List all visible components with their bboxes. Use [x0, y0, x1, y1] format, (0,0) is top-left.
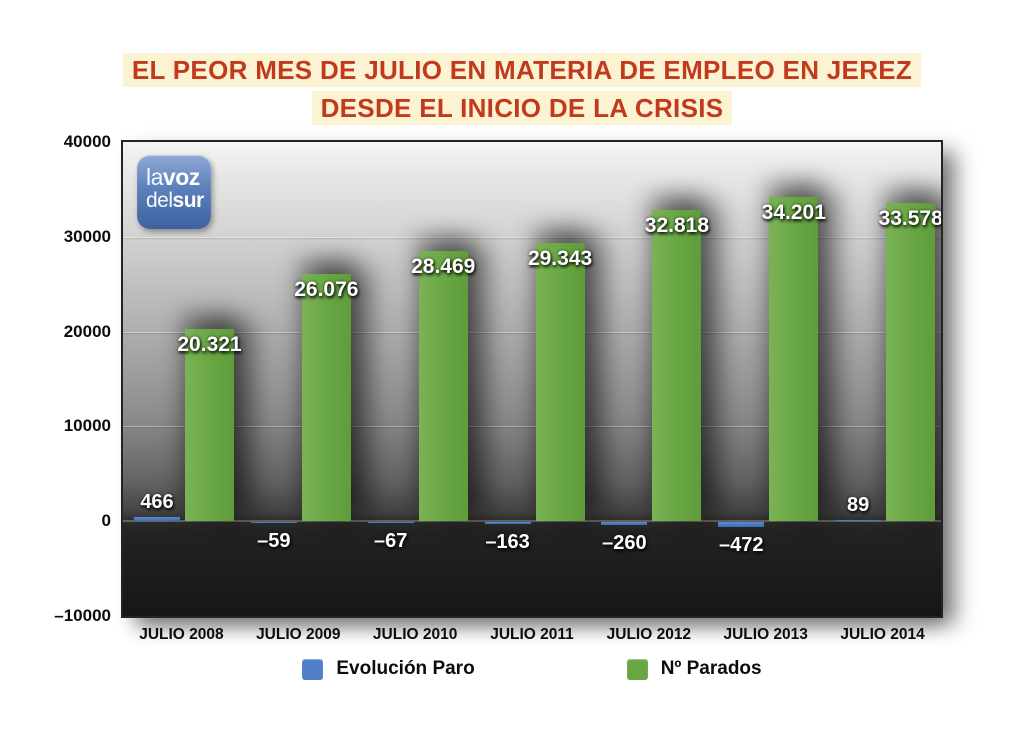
x-axis-label-julio-2014: JULIO 2014 — [840, 626, 925, 643]
evolucion-paro-bar-julio-2008 — [134, 516, 180, 522]
plot-canvas: 466 20.321 –59 26.076 –67 28.469 –163 29.343 –26… — [123, 142, 941, 616]
y-axis-label-10000: 10000 — [63, 416, 111, 436]
evolucion-paro-value-julio-2009: –59 — [257, 530, 291, 553]
gridline-20000 — [123, 331, 941, 333]
parados-value-julio-2008: 20.321 — [177, 332, 242, 356]
x-axis-label-julio-2013: JULIO 2013 — [723, 626, 808, 643]
legend-swatch — [302, 658, 324, 680]
parados-value-julio-2014: 33.578 — [878, 206, 941, 230]
logo-line-bottom: delsur — [146, 189, 204, 212]
evolucion-paro-value-julio-2010: –67 — [374, 530, 408, 553]
y-axis-label-40000: 40000 — [63, 132, 111, 151]
legend-item-n-parados: Nº Parados — [626, 658, 762, 680]
logo-line-top: lavoz — [146, 164, 200, 190]
y-axis-label--10000: –10000 — [54, 606, 111, 625]
gridline-10000 — [123, 426, 941, 428]
evolucion-paro-bar-julio-2011 — [484, 522, 531, 524]
y-axis-label-30000: 30000 — [63, 226, 111, 246]
evolucion-paro-bar-julio-2010 — [367, 522, 414, 524]
evolucion-paro-value-julio-2012: –260 — [602, 531, 647, 554]
plot-area: 466 20.321 –59 26.076 –67 28.469 –163 29.343 –26… — [121, 140, 943, 618]
zero-axis-line — [123, 520, 941, 523]
legend: Evolución Paro Nº Parados — [121, 658, 943, 680]
parados-value-julio-2013: 34.201 — [761, 200, 826, 224]
evolucion-paro-value-julio-2014: 89 — [847, 494, 870, 517]
parados-value-julio-2010: 28.469 — [411, 255, 476, 279]
evolucion-paro-value-julio-2011: –163 — [485, 530, 530, 553]
evolucion-paro-bar-julio-2013 — [718, 522, 765, 527]
evolucion-paro-bar-julio-2012 — [601, 522, 648, 525]
evolucion-paro-value-julio-2008: 466 — [140, 490, 174, 513]
y-axis-label-20000: 20000 — [63, 321, 111, 341]
parados-bar-julio-2013 — [769, 196, 819, 522]
x-axis-label-julio-2012: JULIO 2012 — [606, 626, 692, 643]
evolucion-paro-bar-julio-2014 — [835, 520, 882, 522]
parados-bar-julio-2014 — [886, 202, 936, 522]
evolucion-paro-bar-julio-2009 — [250, 522, 297, 524]
parados-bar-julio-2010 — [418, 251, 468, 522]
y-axis-label-0: 0 — [101, 511, 111, 531]
legend-swatch — [626, 658, 648, 680]
x-axis-label-julio-2010: JULIO 2010 — [372, 626, 458, 643]
parados-value-julio-2012: 32.818 — [644, 214, 710, 238]
parados-bar-julio-2009 — [301, 273, 351, 522]
chart-title-line1: EL PEOR MES DE JULIO EN MATERIA DE EMPLE… — [122, 53, 922, 87]
x-axis-label-julio-2008: JULIO 2008 — [139, 626, 224, 643]
chart-title-line2: DESDE EL INICIO DE LA CRISIS — [311, 91, 733, 125]
lavozdelsur-logo: lavoz delsur — [137, 155, 211, 229]
legend-item-evoluci-n-paro: Evolución Paro — [302, 658, 475, 680]
parados-bar-julio-2011 — [535, 243, 585, 522]
legend-label: Nº Parados — [660, 658, 762, 679]
x-axis-label-julio-2011: JULIO 2011 — [490, 626, 574, 643]
y-axis: 40000 30000 20000 10000 0 –10000 — [0, 0, 111, 732]
parados-value-julio-2011: 29.343 — [527, 247, 593, 271]
parados-bar-julio-2008 — [185, 328, 234, 522]
parados-bar-julio-2012 — [652, 210, 702, 522]
x-axis-label-julio-2009: JULIO 2009 — [256, 626, 341, 643]
evolucion-paro-value-julio-2013: –472 — [719, 533, 764, 556]
parados-value-julio-2009: 26.076 — [294, 277, 359, 301]
gridline-30000 — [123, 236, 941, 238]
x-axis-labels: JULIO 2008 JULIO 2009 JULIO 2010 JULIO 2011… — [123, 626, 941, 648]
chart-title: EL PEOR MES DE JULIO EN MATERIA DE EMPLE… — [0, 53, 1024, 129]
legend-label: Evolución Paro — [336, 658, 475, 679]
